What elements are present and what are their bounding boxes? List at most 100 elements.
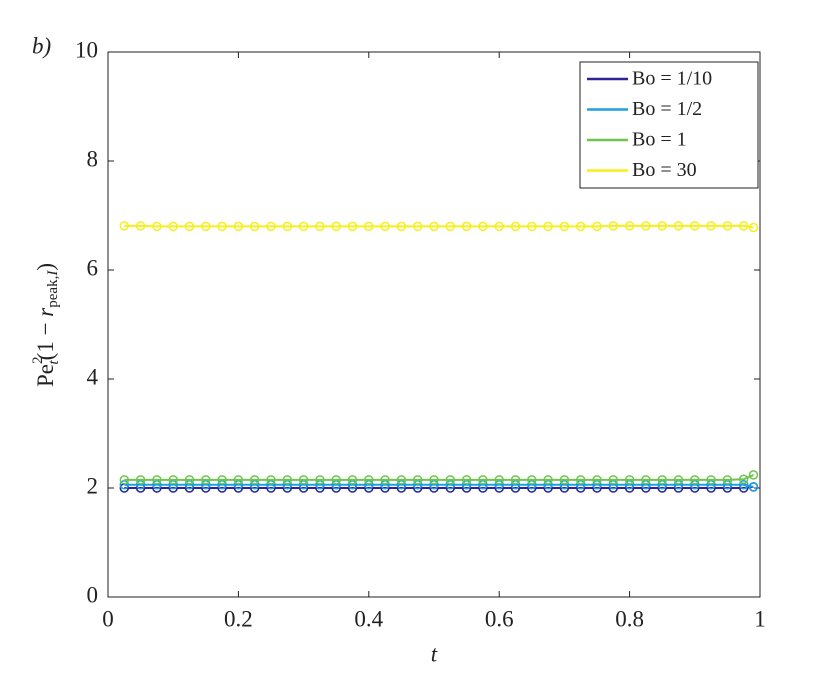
marker <box>249 475 260 485</box>
marker <box>152 475 162 485</box>
y-axis-label-part: peak, <box>45 276 61 308</box>
marker <box>722 475 733 485</box>
marker <box>624 475 635 485</box>
marker <box>722 221 733 231</box>
marker <box>559 475 570 485</box>
marker <box>445 221 456 232</box>
marker <box>298 475 309 485</box>
marker <box>543 475 553 485</box>
marker <box>201 221 211 232</box>
marker <box>510 475 521 485</box>
marker <box>657 475 667 485</box>
marker <box>748 482 759 492</box>
marker <box>461 475 472 485</box>
marker <box>559 221 570 232</box>
marker <box>706 221 716 231</box>
y-tick-label: 6 <box>87 255 99 280</box>
marker <box>315 475 325 485</box>
marker <box>429 221 439 232</box>
marker <box>347 221 358 232</box>
marker <box>380 475 390 485</box>
marker <box>738 474 749 485</box>
x-tick-label: 0.8 <box>615 606 644 631</box>
y-axis-label-part: (1 − <box>33 317 58 361</box>
marker <box>233 221 244 232</box>
series-line <box>124 483 754 488</box>
marker <box>380 221 390 232</box>
marker <box>119 475 130 485</box>
x-tick-label: 0.4 <box>354 606 383 631</box>
y-tick-label: 4 <box>87 364 99 389</box>
marker <box>315 221 325 232</box>
marker <box>575 475 586 485</box>
marker <box>168 221 178 232</box>
legend-label: Bo = 1/2 <box>632 98 702 120</box>
marker <box>429 475 439 485</box>
plot-frame <box>107 51 761 598</box>
legend-label: Bo = 30 <box>632 159 697 181</box>
marker <box>608 475 619 485</box>
series-line <box>124 474 754 481</box>
marker <box>266 221 276 232</box>
marker <box>282 221 293 232</box>
marker <box>641 221 651 231</box>
marker <box>575 221 586 232</box>
marker <box>266 475 276 485</box>
marker <box>217 221 227 232</box>
marker <box>168 475 178 485</box>
marker <box>527 475 537 485</box>
marker <box>184 475 195 485</box>
x-axis-label: t <box>431 641 438 666</box>
marker <box>592 221 602 232</box>
marker <box>282 475 293 485</box>
y-tick-label: 10 <box>75 37 98 62</box>
y-axis-label-part: r <box>33 307 58 317</box>
marker <box>543 221 553 232</box>
marker <box>738 479 749 490</box>
y-axis-label-part: ) <box>33 263 58 271</box>
marker <box>478 221 488 232</box>
marker <box>135 475 146 485</box>
marker <box>331 475 341 485</box>
marker <box>592 475 602 485</box>
marker <box>298 221 309 232</box>
marker <box>135 221 146 231</box>
series-line <box>124 224 754 229</box>
marker <box>184 221 195 232</box>
x-tick-label: 0.6 <box>485 606 514 631</box>
marker <box>152 221 162 232</box>
marker <box>364 475 374 485</box>
marker <box>608 221 619 231</box>
marker <box>624 221 635 231</box>
x-tick-label: 1 <box>754 606 766 631</box>
y-axis-label-part: Pe <box>33 364 58 387</box>
marker <box>690 475 700 485</box>
marker <box>673 221 684 231</box>
marker <box>412 221 423 232</box>
marker <box>412 475 423 485</box>
y-tick-label: 2 <box>87 473 99 498</box>
marker <box>738 221 749 231</box>
marker <box>706 475 716 485</box>
y-axis-label-part: I <box>45 270 61 277</box>
marker <box>396 221 407 232</box>
legend-label: Bo = 1/10 <box>632 68 712 90</box>
marker <box>510 221 521 232</box>
marker <box>445 475 456 485</box>
marker <box>748 222 759 233</box>
marker <box>461 221 472 232</box>
marker <box>748 470 759 480</box>
series-line <box>124 485 754 489</box>
marker <box>119 221 130 231</box>
x-tick-label: 0 <box>102 606 114 631</box>
marker <box>641 475 651 485</box>
marker <box>233 475 244 485</box>
marker <box>217 475 227 485</box>
marker <box>347 475 358 485</box>
marker <box>331 221 341 232</box>
x-tick-label: 0.2 <box>224 606 253 631</box>
marker <box>673 475 684 485</box>
marker <box>494 221 504 232</box>
